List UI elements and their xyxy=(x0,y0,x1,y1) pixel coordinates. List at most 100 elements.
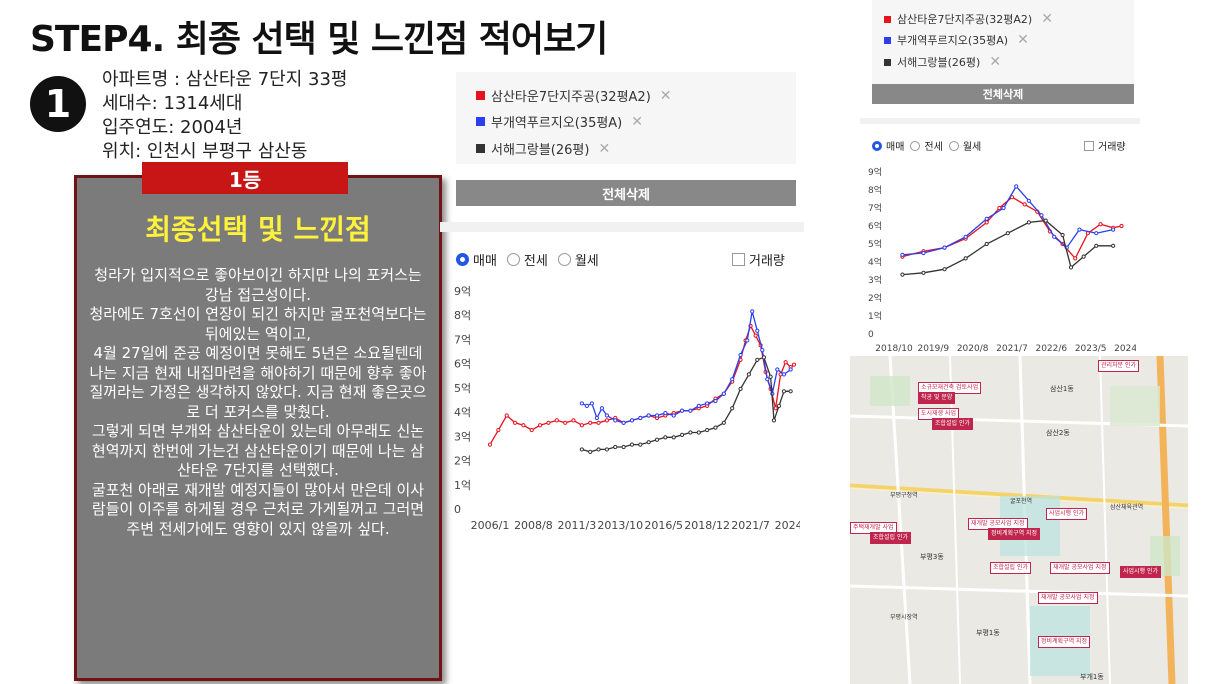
apartment-name: 아파트명 : 삼산타운 7단지 33평 xyxy=(102,69,348,90)
data-point xyxy=(705,427,710,433)
map-tag[interactable]: 정비계획구역 지정 xyxy=(988,528,1041,540)
data-point xyxy=(1094,243,1099,248)
data-point xyxy=(613,418,618,423)
station-label: 부평시장역 xyxy=(890,614,918,621)
close-icon[interactable]: ✕ xyxy=(631,113,643,130)
station-label: 부평구청역 xyxy=(890,492,918,499)
legend-label: 부개역푸르지오(35평A) xyxy=(897,34,1009,47)
x-tick-label: 2022/6 xyxy=(1035,344,1067,354)
radio-monthly[interactable] xyxy=(557,253,571,266)
x-tick-label: 2021/7 xyxy=(731,519,770,532)
legend-label: 삼산타운7단지주공(32평A2) xyxy=(491,90,651,105)
data-point xyxy=(512,420,518,425)
y-tick-label: 7억 xyxy=(454,333,471,346)
map-tag[interactable]: 조합설립 인가 xyxy=(870,532,912,544)
data-point xyxy=(1039,213,1044,218)
close-icon[interactable]: ✕ xyxy=(659,87,672,104)
data-point xyxy=(688,430,693,435)
x-tick-label: 2019/9 xyxy=(917,344,949,354)
data-point xyxy=(696,403,701,408)
legend-item-seohae[interactable]: 서해그랑블(26평) ✕ xyxy=(884,54,1001,70)
data-point xyxy=(1073,256,1078,261)
close-icon[interactable]: ✕ xyxy=(989,54,1002,70)
data-point xyxy=(750,309,755,314)
data-point xyxy=(1052,234,1057,239)
legend-item-bugae[interactable]: 부개역푸르지오(35평A) ✕ xyxy=(884,32,1029,48)
map-tag[interactable]: 착공 및 분양 xyxy=(918,392,956,404)
data-point xyxy=(775,367,780,372)
data-point xyxy=(1060,232,1065,238)
radio-label: 전세 xyxy=(924,142,943,153)
map-tag[interactable]: 관리처분 인가 xyxy=(1098,360,1140,372)
radio-jeonse[interactable] xyxy=(506,253,520,266)
data-point xyxy=(496,427,501,433)
x-tick-label: 2018/10 xyxy=(875,344,913,354)
radio-monthly[interactable] xyxy=(948,140,959,151)
data-point xyxy=(487,442,493,447)
data-point xyxy=(738,386,743,391)
legend-item-samsan[interactable]: 삼산타운7단지주공(32평A2) ✕ xyxy=(476,86,672,105)
radio-jeonse[interactable] xyxy=(910,140,921,151)
map-tag[interactable]: 재개발 공모사업 지정 xyxy=(968,518,1028,530)
redevelopment-map[interactable]: 소규모재건축 검토사업 착공 및 분양 도시재생 사업 조합설립 인가 관리처분… xyxy=(850,356,1188,684)
map-tag[interactable]: 재개발 공모사업 지정 xyxy=(1038,592,1098,604)
y-tick-label: 9억 xyxy=(454,285,471,298)
move-in-year: 입주연도: 2004년 xyxy=(102,117,243,138)
radio-label: 전세 xyxy=(523,254,548,269)
blue-square-icon xyxy=(884,36,891,44)
radio-sale[interactable] xyxy=(456,253,469,266)
data-point xyxy=(671,413,676,418)
map-tag[interactable]: 사업시행 인가 xyxy=(1046,508,1088,520)
data-point xyxy=(563,420,568,425)
map-tag[interactable]: 조합설립 인가 xyxy=(932,418,974,430)
map-tag[interactable]: 재개발 공모사업 지정 xyxy=(1050,562,1110,574)
volume-toggle[interactable]: 거래량 xyxy=(732,250,785,269)
legend-item-bugae[interactable]: 부개역푸르지오(35평A) ✕ xyxy=(476,112,643,131)
data-point xyxy=(1081,254,1086,259)
close-icon[interactable]: ✕ xyxy=(598,140,611,157)
x-tick-label: 2024/4 xyxy=(1114,344,1136,354)
data-point xyxy=(588,449,593,454)
district-label: 부개1동 xyxy=(1080,673,1104,681)
legend-label: 서해그랑블(26평) xyxy=(491,143,590,158)
red-square-icon xyxy=(476,91,485,100)
compare-legend-small: 삼산타운7단지주공(32평A2) ✕ 부개역푸르지오(35평A) ✕ 서해그랑블(2… xyxy=(872,0,1134,100)
legend-item-samsan[interactable]: 삼산타운7단지주공(32평A2) ✕ xyxy=(884,11,1053,27)
data-point xyxy=(773,406,778,411)
data-point xyxy=(921,270,926,275)
x-tick-label: 2024/2 xyxy=(775,519,800,532)
map-tag[interactable]: 사업시행 인가 xyxy=(1120,566,1162,578)
data-point xyxy=(760,348,765,353)
data-point xyxy=(546,420,551,425)
volume-toggle[interactable]: 거래량 xyxy=(1084,138,1126,153)
data-point xyxy=(604,447,610,452)
map-tag[interactable]: 소규모재건축 검토사업 xyxy=(918,382,982,394)
checkbox[interactable] xyxy=(1084,140,1094,151)
station-label: 굴포천역 xyxy=(1010,498,1033,505)
data-point xyxy=(900,252,905,257)
close-icon[interactable]: ✕ xyxy=(1017,32,1029,48)
close-icon[interactable]: ✕ xyxy=(1041,11,1053,27)
map-tag[interactable]: 정비계획구역 지정 xyxy=(1038,636,1091,648)
map-tag[interactable]: 조합설립 인가 xyxy=(990,562,1032,574)
trade-type-radios: 매매 전세 월세 xyxy=(456,250,599,269)
data-point xyxy=(730,406,735,411)
data-point xyxy=(984,216,989,221)
y-tick-label: 3억 xyxy=(868,274,882,286)
checkbox[interactable] xyxy=(732,253,745,266)
data-point xyxy=(621,444,626,450)
clear-all-button[interactable]: 전체삭제 xyxy=(872,84,1134,104)
radio-sale[interactable] xyxy=(872,140,882,151)
clear-all-button[interactable]: 전체삭제 xyxy=(456,180,796,206)
data-point xyxy=(613,444,618,450)
data-point xyxy=(654,413,660,418)
data-point xyxy=(521,423,526,428)
data-point xyxy=(604,418,610,423)
data-point xyxy=(942,245,947,250)
y-tick-label: 8억 xyxy=(868,184,882,196)
legend-item-seohae[interactable]: 서해그랑블(26평) ✕ xyxy=(476,139,610,158)
trade-type-radios: 매매 전세 월세 xyxy=(872,138,981,153)
series-line xyxy=(902,219,1114,276)
data-point xyxy=(721,420,726,425)
